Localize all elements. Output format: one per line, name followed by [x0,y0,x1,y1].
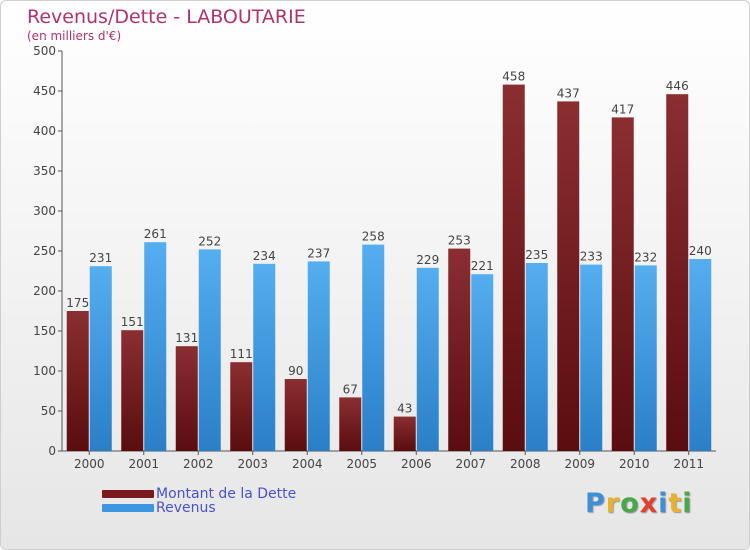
legend: Montant de la Dette Revenus [102,487,296,515]
debt-data-label: 253 [448,234,471,248]
revenue-bar [416,267,439,451]
debt-data-label: 458 [502,70,525,84]
logo-letter: P [585,488,606,519]
revenue-bar [362,244,385,451]
y-tick-label: 400 [33,124,56,138]
debt-bar [339,397,362,451]
revenue-data-label: 235 [525,248,548,262]
revenue-bar [307,261,330,451]
legend-label-revenue: Revenus [156,500,216,516]
debt-bar [121,330,144,451]
revenue-bar [580,264,603,451]
x-tick-label: 2006 [401,457,432,471]
x-tick-label: 2001 [128,457,159,471]
revenue-data-label: 258 [362,230,385,244]
y-tick-label: 200 [33,284,56,298]
revenue-bar [689,259,712,451]
logo-letter: o [620,488,640,519]
debt-bar [557,101,580,452]
y-tick-label: 0 [48,444,56,458]
logo-letter: t [668,488,683,519]
revenue-data-label: 234 [253,249,276,263]
debt-data-label: 417 [611,102,634,116]
logo-letter: i [682,488,693,519]
y-tick-label: 300 [33,204,56,218]
x-tick-label: 2010 [619,457,650,471]
debt-bar [175,346,198,451]
x-tick-label: 2007 [455,457,486,471]
logo-letter: r [605,488,621,519]
revenue-data-label: 261 [144,227,167,241]
debt-data-label: 90 [288,364,303,378]
debt-data-label: 175 [66,296,89,310]
revenue-data-label: 232 [634,250,657,264]
x-tick-label: 2008 [510,457,541,471]
x-tick-label: 2009 [564,457,595,471]
debt-bar [66,311,89,451]
debt-data-label: 67 [343,382,358,396]
revenue-data-label: 252 [198,234,221,248]
revenue-bar [634,265,657,451]
y-tick-label: 150 [33,324,56,338]
revenue-data-label: 233 [580,250,603,264]
y-tick-label: 500 [33,44,56,58]
x-tick-label: 2005 [346,457,377,471]
revenue-data-label: 240 [689,244,712,258]
y-tick-label: 350 [33,164,56,178]
revenue-bar [525,263,548,451]
legend-label-debt: Montant de la Dette [156,486,297,502]
revenue-bar [144,242,167,451]
debt-data-label: 437 [557,86,580,100]
legend-swatch-debt [102,490,154,498]
debt-bar [666,94,689,451]
revenue-data-label: 231 [89,251,112,265]
revenue-data-label: 237 [307,246,330,260]
revenue-bar [253,263,276,451]
debt-bar [284,379,307,451]
y-tick-label: 100 [33,364,56,378]
debt-data-label: 131 [175,331,198,345]
revenue-data-label: 229 [416,253,439,267]
y-tick-label: 50 [41,404,56,418]
legend-item-revenue: Revenus [102,501,296,515]
debt-bar [611,117,634,452]
x-tick-label: 2011 [673,457,704,471]
debt-data-label: 43 [397,402,412,416]
y-tick-label: 250 [33,244,56,258]
debt-bar [502,84,525,451]
x-tick-label: 2002 [183,457,214,471]
debt-data-label: 446 [666,79,689,93]
legend-swatch-revenue [102,504,154,512]
x-tick-label: 2003 [237,457,268,471]
chart-subtitle: (en milliers d'€) [27,29,122,43]
revenue-bar [471,274,494,451]
debt-bar [230,362,253,451]
revenue-data-label: 221 [471,259,494,273]
legend-item-debt: Montant de la Dette [102,487,296,501]
debt-bar [393,416,416,451]
y-tick-label: 450 [33,84,56,98]
debt-data-label: 151 [121,315,144,329]
revenue-bar [89,266,112,451]
debt-data-label: 111 [230,347,253,361]
debt-bar [448,248,471,451]
chart-title: Revenus/Dette - LABOUTARIE [27,6,306,28]
revenue-bar [198,249,221,451]
x-tick-label: 2000 [74,457,105,471]
logo-letter: x [639,488,659,519]
proxiti-logo: Proxiti [585,488,693,519]
logo-letter: i [658,488,669,519]
x-tick-label: 2004 [292,457,323,471]
